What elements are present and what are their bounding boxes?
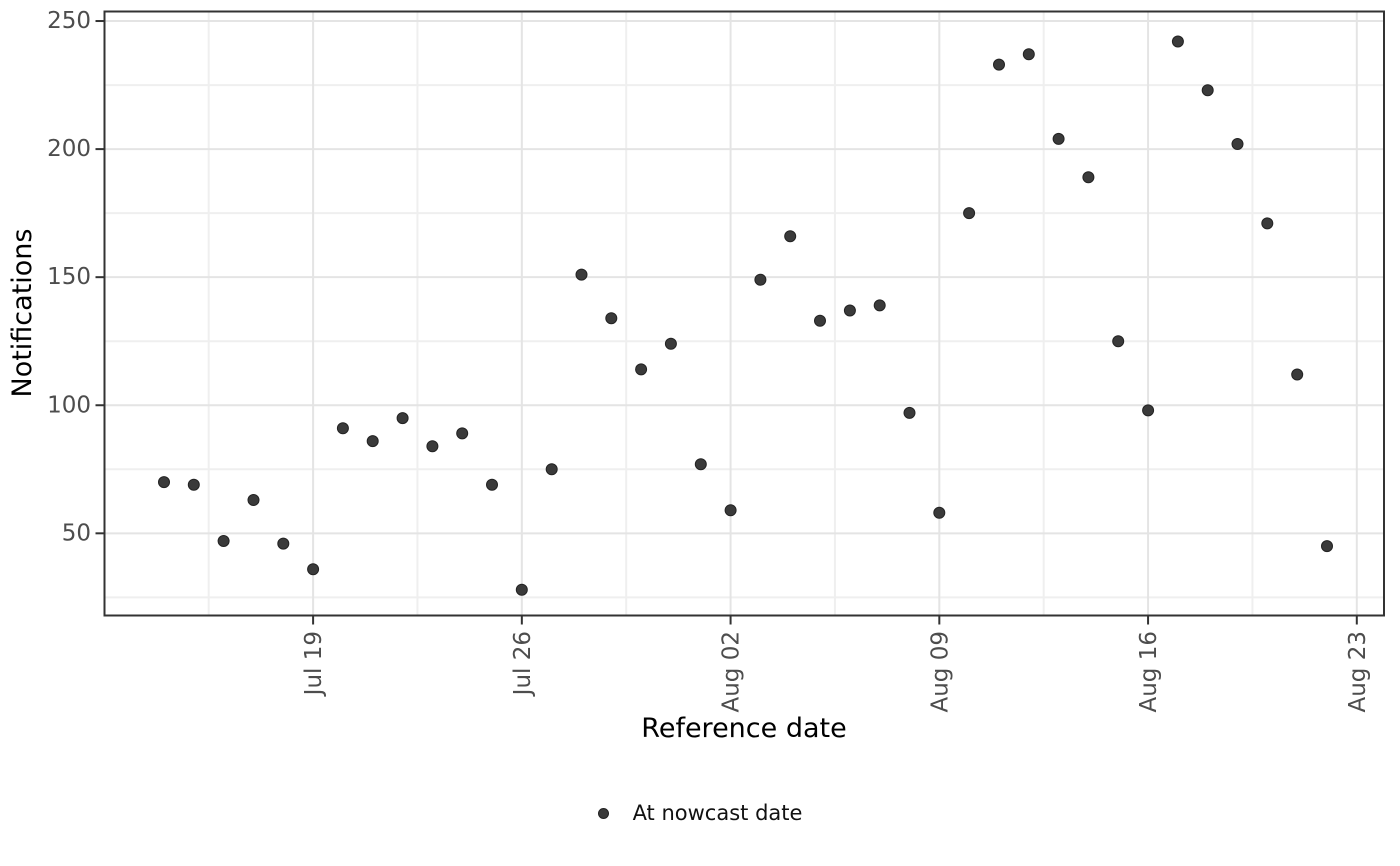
- scatter-points: [158, 35, 1333, 596]
- data-point: [1291, 368, 1304, 381]
- y-tick-label: 50: [62, 520, 91, 546]
- axis-tick-marks: [95, 20, 1358, 625]
- data-point: [187, 478, 200, 491]
- x-axis-title: Reference date: [641, 713, 846, 744]
- data-point: [158, 476, 170, 489]
- data-point: [575, 268, 588, 281]
- x-tick-label: Aug 02: [719, 631, 745, 713]
- data-point: [1112, 335, 1125, 348]
- data-point: [694, 458, 707, 471]
- data-point: [814, 314, 826, 327]
- x-tick-label: Aug 09: [927, 631, 953, 713]
- y-tick-label: 200: [47, 136, 91, 162]
- plot-panel: [104, 11, 1384, 616]
- data-point: [486, 478, 498, 491]
- data-point: [963, 207, 976, 220]
- data-point: [1022, 48, 1035, 61]
- data-point: [1261, 217, 1274, 230]
- x-tick-label: Jul 26: [510, 631, 536, 697]
- legend-item: At nowcast date: [597, 796, 803, 830]
- data-point: [843, 304, 856, 317]
- panel-border: [103, 10, 1385, 617]
- x-axis-tick-labels: Jul 19 Jul 26 Aug 02 Aug 09 Aug 16 Aug 23: [301, 631, 1371, 713]
- data-point: [933, 506, 946, 519]
- plot-area: Jul 19 Jul 26 Aug 02 Aug 09 Aug 16 Aug 23 50 1…: [7, 8, 1385, 744]
- x-tick-label: Jul 19: [301, 631, 327, 697]
- data-point: [545, 463, 558, 476]
- data-point: [903, 406, 916, 419]
- x-tick-label: Aug 23: [1345, 631, 1371, 713]
- x-tick-label: Aug 16: [1136, 631, 1162, 713]
- data-point: [754, 273, 767, 286]
- data-point: [307, 563, 320, 576]
- data-point: [456, 427, 469, 440]
- y-axis-tick-labels: 50 100 150 200 250: [47, 8, 91, 546]
- data-point: [426, 440, 439, 453]
- data-point: [784, 230, 797, 243]
- legend-label: At nowcast date: [632, 801, 803, 825]
- data-point: [366, 435, 379, 448]
- data-point: [724, 504, 737, 517]
- data-point: [605, 312, 618, 325]
- y-tick-label: 100: [47, 392, 91, 418]
- data-point: [993, 58, 1005, 71]
- y-tick-label: 150: [47, 264, 91, 290]
- data-point: [1052, 132, 1065, 145]
- data-point: [515, 583, 528, 596]
- y-tick-label: 250: [47, 8, 91, 34]
- data-point: [277, 537, 290, 550]
- data-point: [396, 412, 409, 425]
- minor-gridlines: [104, 11, 1384, 616]
- data-point: [664, 337, 677, 350]
- data-point: [1321, 540, 1333, 553]
- legend: At nowcast date: [0, 796, 1400, 830]
- data-point: [1231, 138, 1244, 150]
- data-point: [1171, 35, 1184, 48]
- data-point: [336, 422, 349, 435]
- data-point: [217, 535, 230, 547]
- y-axis-title: Notifications: [7, 229, 38, 398]
- data-point: [873, 299, 886, 312]
- data-point: [247, 494, 260, 506]
- data-point: [1201, 84, 1214, 97]
- data-point: [1142, 404, 1155, 417]
- data-point: [635, 363, 648, 376]
- legend-key-icon: [597, 807, 609, 819]
- data-point: [1082, 171, 1095, 184]
